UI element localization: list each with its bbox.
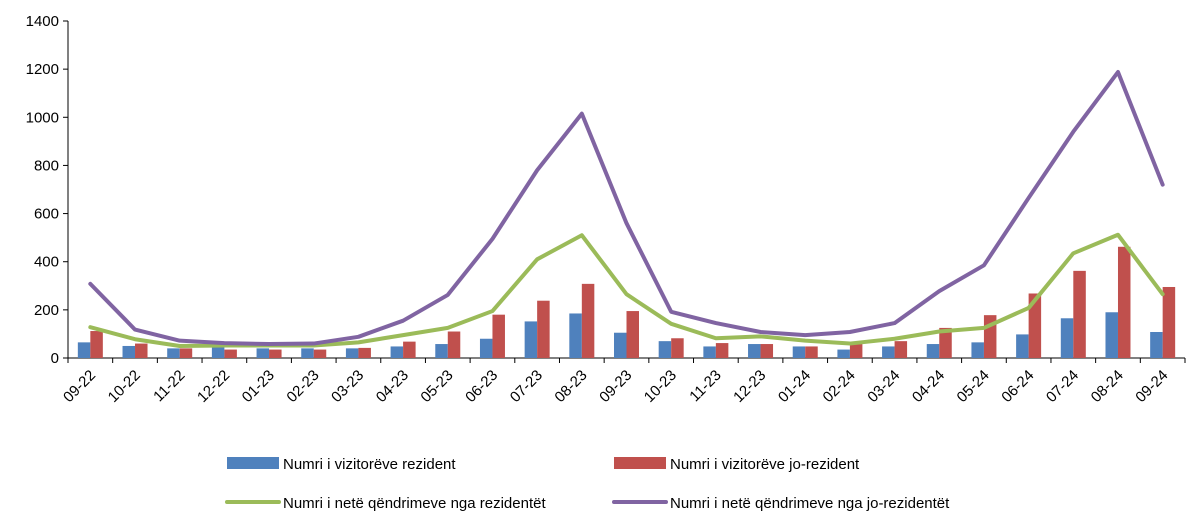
line-non-resident-nights — [88, 70, 1165, 347]
bar-resident — [658, 341, 672, 358]
bar-resident — [882, 346, 895, 358]
x-tick-label: 11-23 — [686, 367, 724, 405]
y-tick-label: 1400 — [26, 13, 59, 30]
x-tick-label: 06-24 — [998, 367, 1037, 406]
bar-non-resident — [90, 331, 103, 358]
bar-non-resident — [894, 341, 908, 358]
y-tick-label: 400 — [34, 254, 59, 271]
x-tick-label: 06-23 — [462, 367, 501, 406]
x-tick-label: 04-24 — [909, 367, 948, 406]
bars — [77, 246, 1176, 358]
bar-resident — [524, 321, 538, 358]
y-tick-label: 600 — [34, 206, 59, 223]
bar-resident — [1105, 312, 1118, 358]
legend-label: Numri i netë qëndrimeve nga jo-rezidentë… — [670, 495, 950, 512]
legend-item: Numri i netë qëndrimeve nga jo-rezidentë… — [612, 495, 950, 512]
bar-resident — [837, 349, 850, 358]
bar-non-resident — [135, 343, 148, 358]
bar-non-resident — [179, 348, 193, 358]
bar-resident — [122, 345, 136, 358]
bar-resident — [703, 346, 716, 358]
bar-resident — [77, 342, 91, 358]
bar-resident — [211, 347, 225, 358]
legend-label: Numri i netë qëndrimeve nga rezidentët — [283, 495, 546, 512]
y-tick-label: 1000 — [26, 109, 59, 126]
legend-item: Numri i vizitorëve rezident — [227, 456, 456, 473]
x-tick-label: 07-24 — [1043, 367, 1082, 406]
bar-non-resident — [358, 347, 371, 358]
x-tick-label: 09-22 — [60, 367, 99, 406]
x-tick-label: 04-23 — [373, 367, 412, 406]
bar-non-resident — [1117, 246, 1131, 358]
x-tick-label: 10-23 — [641, 367, 680, 406]
x-tick-label: 03-24 — [864, 367, 903, 406]
bar-non-resident — [492, 314, 505, 358]
y-tick-label: 1200 — [26, 61, 59, 78]
y-tick-label: 200 — [34, 302, 59, 319]
bar-non-resident — [805, 346, 818, 358]
bar-resident — [390, 346, 404, 358]
bar-resident — [1016, 334, 1029, 358]
bar-non-resident — [849, 344, 863, 358]
bar-resident — [435, 344, 448, 358]
bar-non-resident — [269, 349, 282, 358]
bar-resident — [971, 342, 984, 358]
bar-resident — [1060, 318, 1074, 358]
x-tick-label: 12-23 — [730, 367, 769, 406]
x-tick-label: 01-23 — [239, 367, 278, 406]
legend: Numri i vizitorëve rezident Numri i vizit… — [225, 456, 950, 512]
x-tick-label: 03-23 — [328, 367, 367, 406]
bar-resident — [167, 348, 180, 358]
bar-non-resident — [581, 283, 595, 358]
bar-non-resident — [224, 349, 237, 358]
bar-resident — [479, 338, 493, 358]
x-tick-label: 12-22 — [194, 367, 233, 406]
bar-resident — [256, 348, 270, 358]
legend-label: Numri i vizitorëve jo-rezident — [670, 456, 860, 473]
legend-swatch — [227, 457, 279, 469]
x-tick-label: 09-23 — [596, 367, 635, 406]
bar-resident — [301, 348, 314, 358]
x-tick-label: 08-24 — [1088, 367, 1127, 406]
legend-label: Numri i vizitorëve rezident — [283, 456, 456, 473]
bar-resident — [1150, 332, 1163, 358]
bar-non-resident — [537, 300, 550, 358]
bar-non-resident — [1073, 270, 1086, 358]
legend-swatch — [614, 457, 666, 469]
bar-non-resident — [626, 311, 639, 358]
x-tick-label: 09-24 — [1132, 367, 1171, 406]
bar-resident — [792, 346, 806, 358]
x-tick-label: 02-24 — [820, 367, 859, 406]
y-tick-label: 800 — [34, 157, 59, 174]
bar-resident — [345, 348, 359, 358]
bar-non-resident — [760, 344, 774, 358]
x-tick-label: 05-23 — [417, 367, 456, 406]
bar-resident — [614, 332, 627, 358]
bar-non-resident — [313, 349, 327, 358]
x-tick-label: 10-22 — [105, 367, 144, 406]
lines — [88, 70, 1165, 348]
bar-non-resident — [939, 327, 952, 358]
x-tick-label: 11-22 — [150, 367, 188, 405]
bar-non-resident — [671, 338, 684, 358]
bar-non-resident — [403, 341, 416, 358]
legend-item: Numri i vizitorëve jo-rezident — [614, 456, 860, 473]
y-tick-label: 0 — [51, 350, 59, 367]
bar-resident — [569, 313, 582, 358]
bar-non-resident — [715, 343, 729, 358]
legend-item: Numri i netë qëndrimeve nga rezidentët — [225, 495, 546, 512]
x-tick-label: 05-24 — [954, 367, 993, 406]
x-tick-label: 08-23 — [551, 367, 590, 406]
bar-resident — [748, 344, 761, 358]
x-tick-label: 01-24 — [775, 367, 814, 406]
x-tick-label: 07-23 — [507, 367, 546, 406]
bar-non-resident — [1028, 293, 1042, 358]
bar-non-resident — [447, 331, 461, 358]
x-tick-label: 02-23 — [283, 367, 322, 406]
bar-resident — [926, 344, 940, 358]
bar-non-resident — [1162, 286, 1176, 358]
